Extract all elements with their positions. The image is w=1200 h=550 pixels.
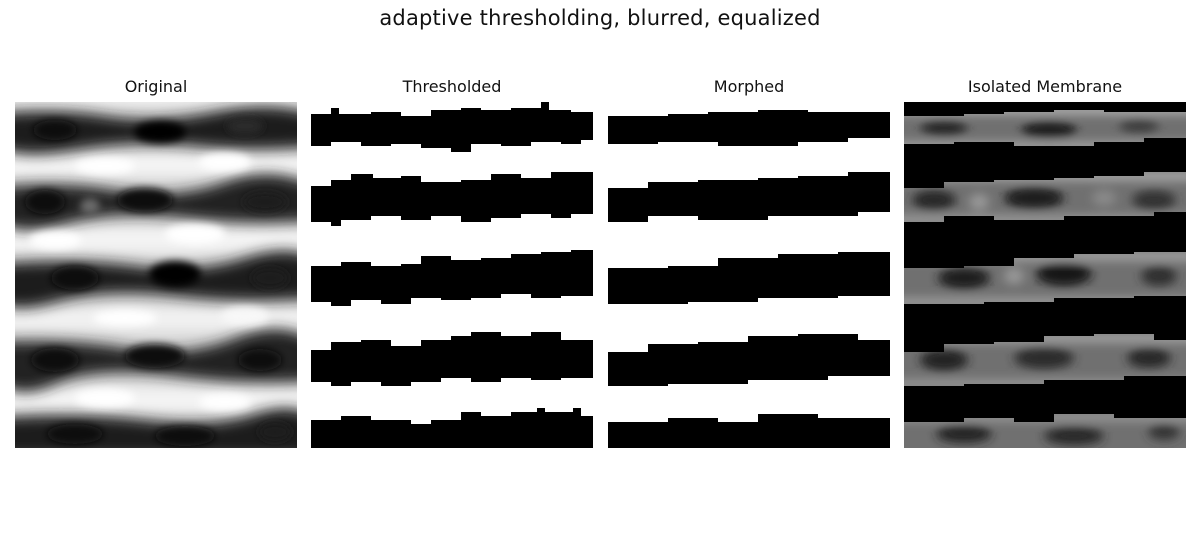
panel-title-thresholded: Thresholded [402, 77, 502, 96]
panel-title-isolated-membrane: Isolated Membrane [967, 77, 1123, 96]
panel-title-original: Original [124, 77, 188, 96]
thresholded-image [311, 102, 593, 448]
isolated-membrane-svg [904, 102, 1186, 448]
morphed-image-svg [608, 102, 890, 448]
isolated-membrane-image [904, 102, 1186, 448]
panel-title-morphed: Morphed [713, 77, 785, 96]
figure-title: adaptive thresholding, blurred, equalize… [379, 6, 821, 30]
thresholded-image-svg [311, 102, 593, 448]
morphed-image [608, 102, 890, 448]
original-image-svg [15, 102, 297, 448]
original-image [15, 102, 297, 448]
